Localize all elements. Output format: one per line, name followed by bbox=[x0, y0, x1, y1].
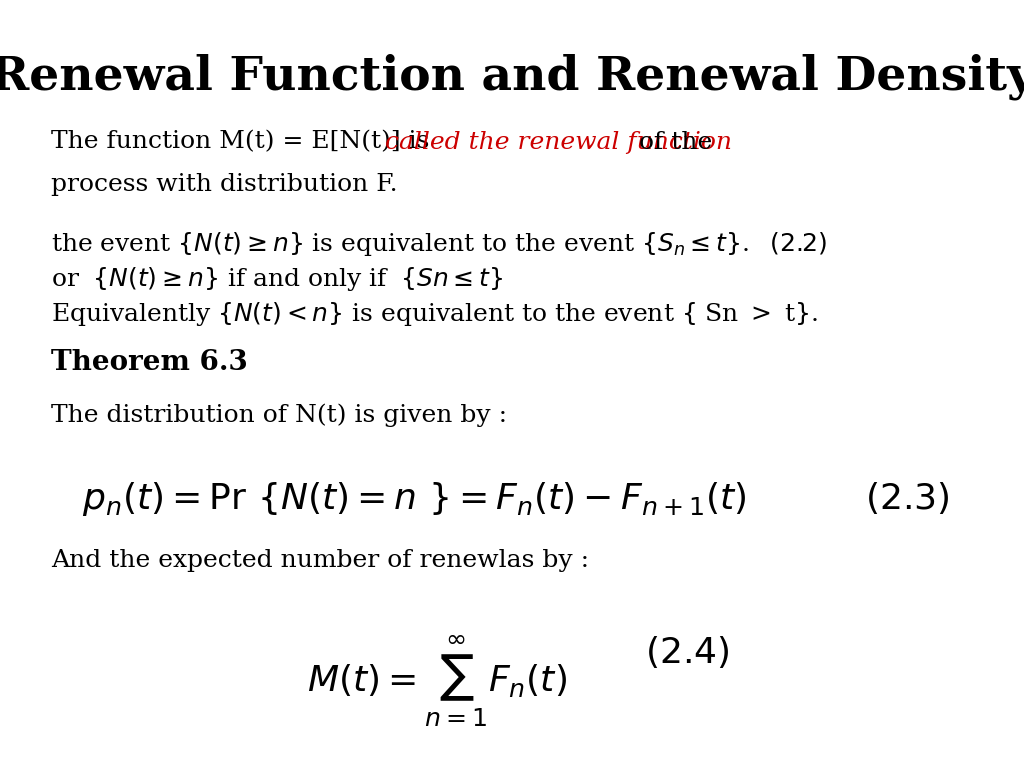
Text: called the renewal function: called the renewal function bbox=[385, 131, 731, 154]
Text: Theorem 6.3: Theorem 6.3 bbox=[51, 349, 248, 376]
Text: Renewal Function and Renewal Density: Renewal Function and Renewal Density bbox=[0, 54, 1024, 101]
Text: The distribution of N(t) is given by :: The distribution of N(t) is given by : bbox=[51, 403, 507, 427]
Text: or $\;\{ N(t)\geq n\}$ if and only if $\;\{ Sn \leq t\}$: or $\;\{ N(t)\geq n\}$ if and only if $\… bbox=[51, 265, 504, 293]
Text: Equivalently $\{ N(t) < n\}$ is equivalent to the event $\{$ Sn $>$ t$\}$.: Equivalently $\{ N(t) < n\}$ is equivale… bbox=[51, 300, 818, 327]
Text: the event $\{ N(t)\geq n\}$ is equivalent to the event $\{ S_n \leq t\}$.$\;\;\;: the event $\{ N(t)\geq n\}$ is equivalen… bbox=[51, 230, 827, 258]
Text: $(2.4)$: $(2.4)$ bbox=[645, 634, 729, 670]
Text: $(2.3)$: $(2.3)$ bbox=[865, 480, 949, 516]
Text: The function M(t) = E[N(t)] is: The function M(t) = E[N(t)] is bbox=[51, 131, 437, 154]
Text: And the expected number of renewlas by :: And the expected number of renewlas by : bbox=[51, 549, 590, 572]
Text: of the: of the bbox=[631, 131, 713, 154]
Text: $p_n(t) = \mathrm{Pr}\ \{N(t) = n\ \} = F_n(t) - F_{n+1}(t)$: $p_n(t) = \mathrm{Pr}\ \{N(t) = n\ \} = … bbox=[82, 480, 746, 518]
Text: $M(t) = \sum_{n=1}^{\infty} F_n(t)$: $M(t) = \sum_{n=1}^{\infty} F_n(t)$ bbox=[307, 634, 567, 729]
Text: process with distribution F.: process with distribution F. bbox=[51, 173, 398, 196]
